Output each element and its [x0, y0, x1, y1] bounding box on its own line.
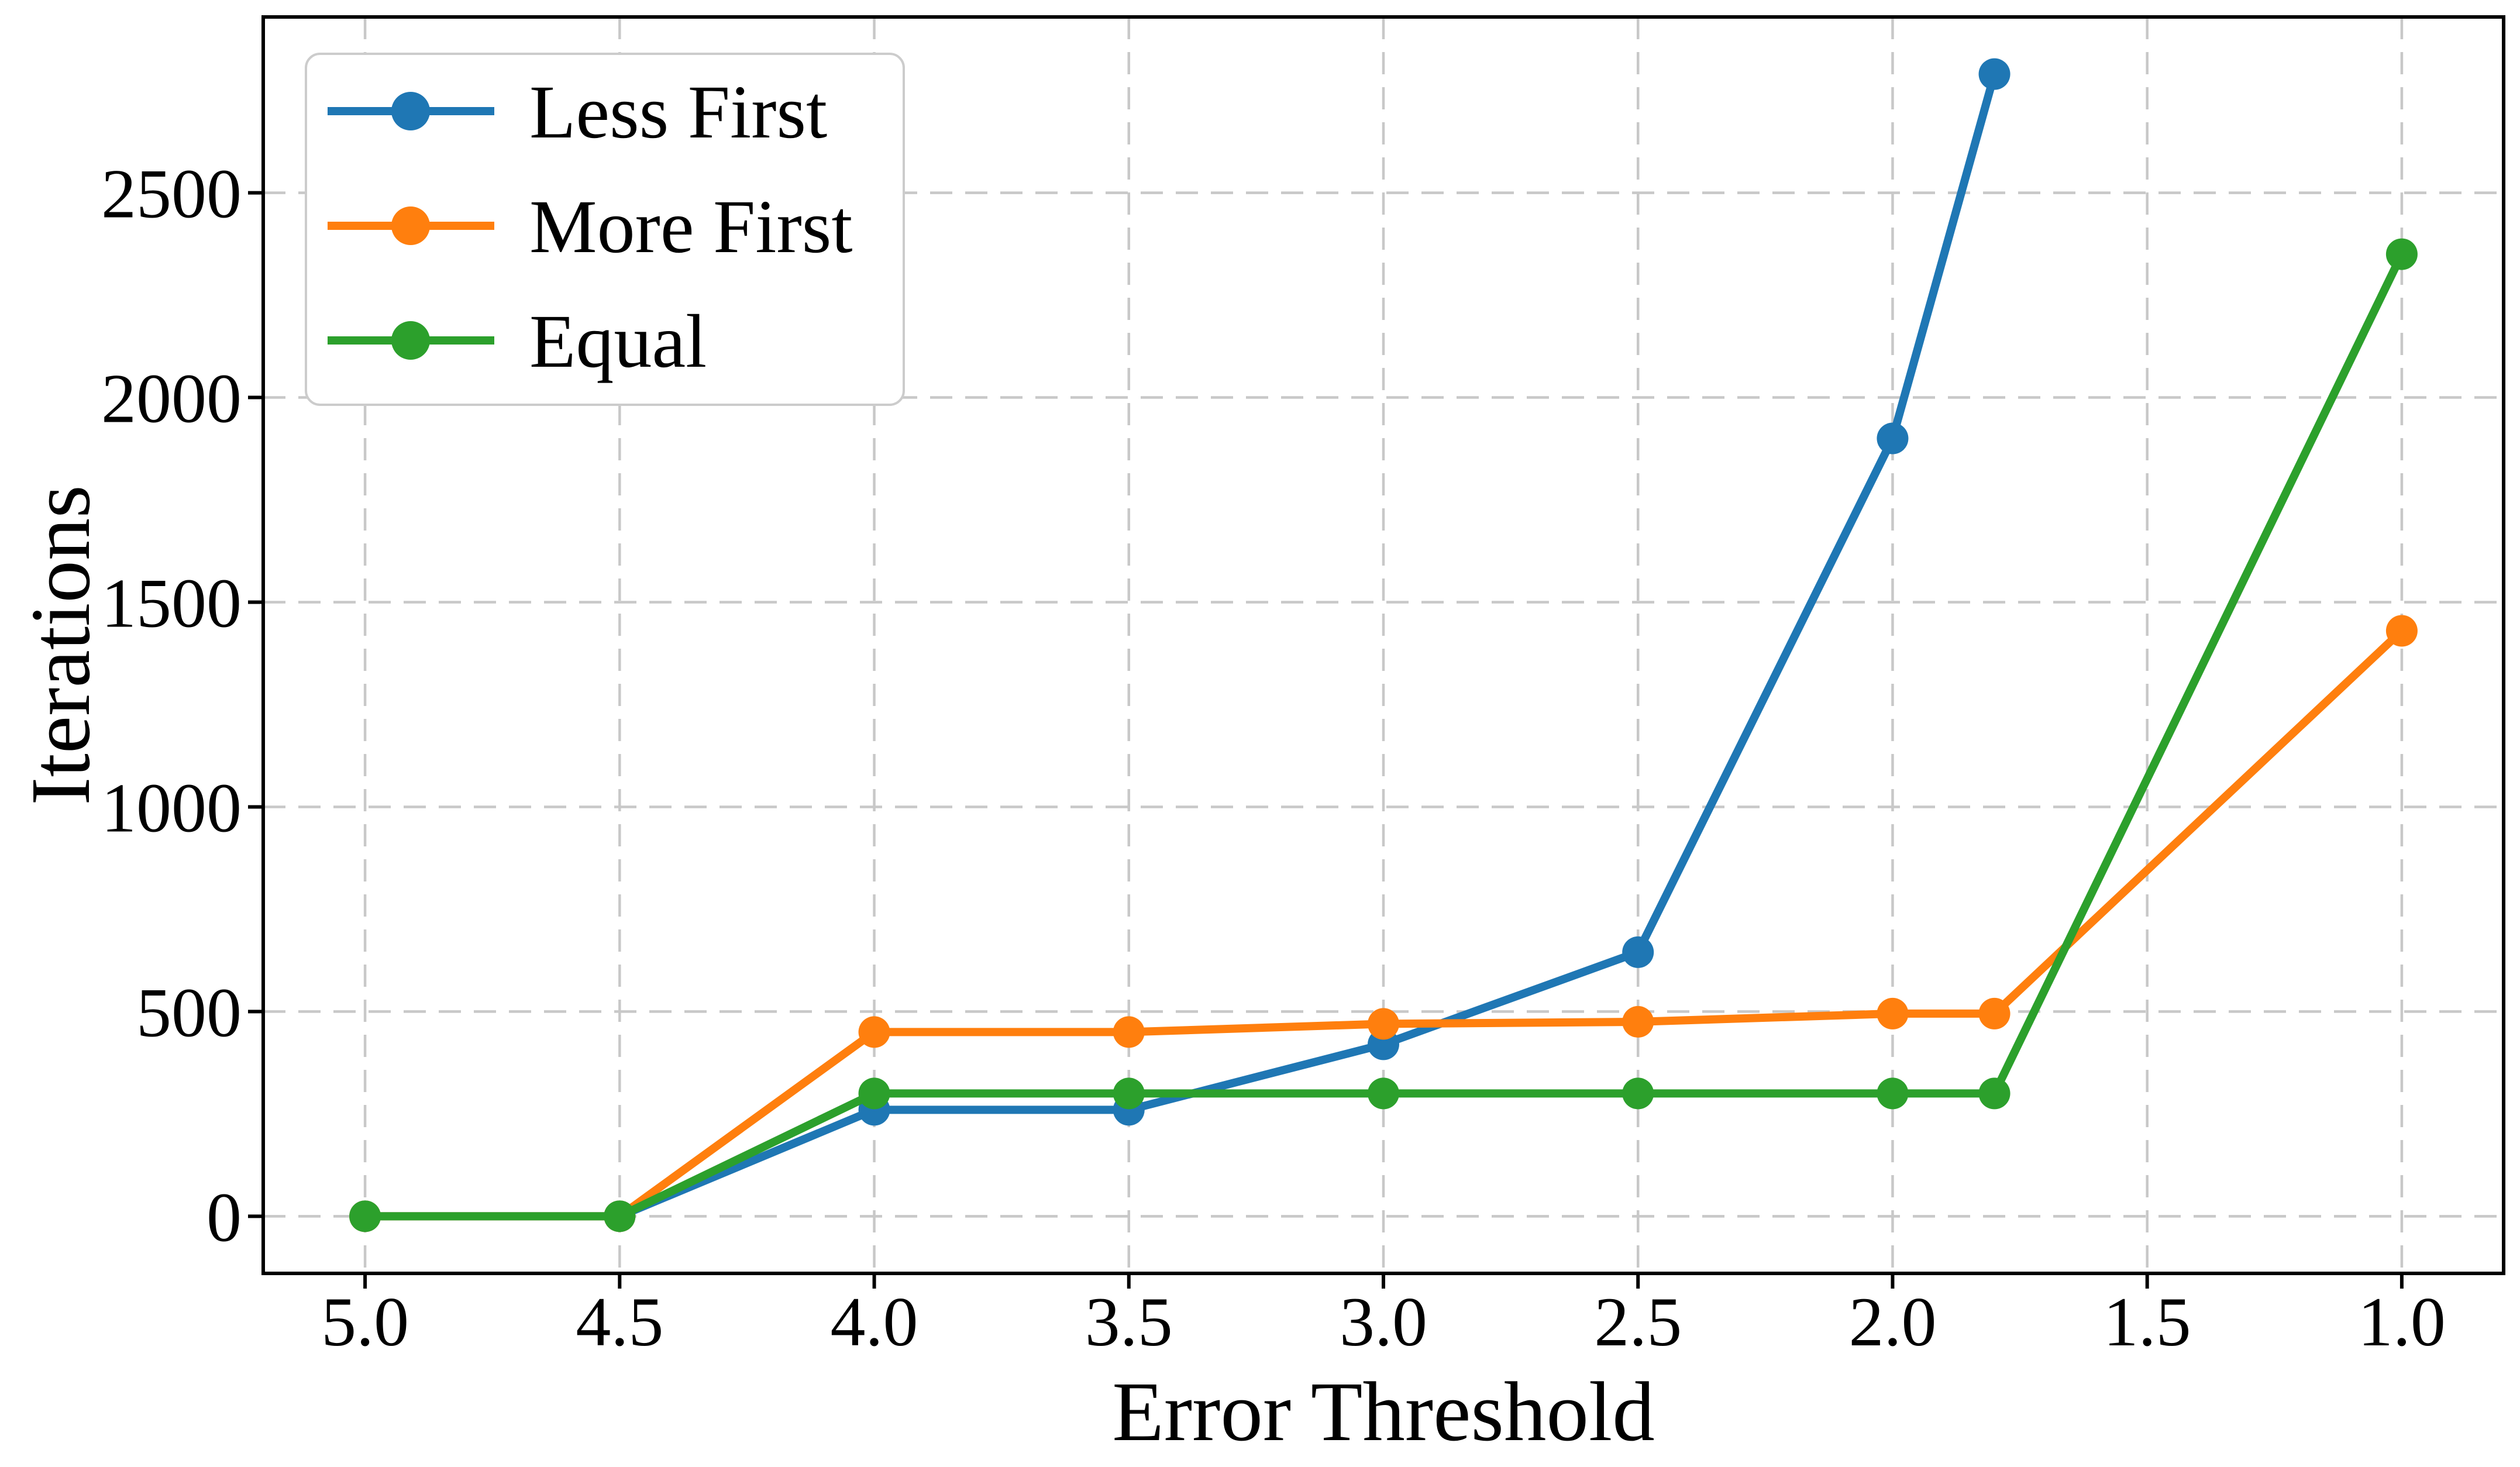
- series-line: [361, 626, 2406, 1221]
- legend-marker: [391, 92, 430, 130]
- y-tick-label: 2500: [101, 155, 242, 233]
- y-tick-label: 1000: [101, 769, 242, 846]
- data-point-marker: [858, 1077, 890, 1110]
- x-tick-label: 2.0: [1848, 1283, 1936, 1361]
- axis-ticks: [248, 191, 2404, 1289]
- data-point-marker: [858, 1016, 890, 1048]
- y-tick-label: 0: [206, 1178, 242, 1256]
- data-point-marker: [1113, 1077, 1145, 1110]
- legend-label: Equal: [529, 299, 707, 384]
- data-point-marker: [2385, 238, 2418, 270]
- data-point-marker: [349, 1200, 381, 1232]
- data-point-marker: [1368, 1077, 1399, 1110]
- legend-label: Less First: [529, 70, 827, 154]
- data-point-marker: [1368, 1008, 1399, 1040]
- y-axis-label: Iterations: [14, 485, 108, 805]
- y-tick-label: 2000: [101, 360, 242, 438]
- x-tick-label: 4.5: [576, 1283, 663, 1361]
- y-tick-label: 1500: [101, 564, 242, 642]
- legend-item-equal: Equal: [328, 299, 707, 384]
- legend-marker: [391, 206, 430, 245]
- series-more-first: [349, 615, 2418, 1232]
- data-point-marker: [604, 1200, 636, 1232]
- legend-marker: [391, 321, 430, 360]
- data-point-marker: [1877, 1077, 1909, 1110]
- data-point-marker: [1877, 997, 1909, 1029]
- legend-item-more-first: More First: [328, 185, 853, 269]
- data-point-marker: [1978, 1077, 2011, 1110]
- x-tick-label: 3.0: [1340, 1283, 1427, 1361]
- data-series: [349, 58, 2418, 1232]
- data-point-marker: [1978, 997, 2011, 1029]
- x-tick-label: 3.5: [1085, 1283, 1173, 1361]
- data-point-marker: [1113, 1016, 1145, 1048]
- x-tick-label: 1.0: [2358, 1283, 2446, 1361]
- data-point-marker: [1978, 58, 2011, 90]
- legend-box: [305, 53, 905, 406]
- series-equal: [349, 238, 2418, 1232]
- x-axis-label: Error Threshold: [1112, 1365, 1655, 1459]
- data-point-marker: [2385, 615, 2418, 647]
- x-tick-labels: 5.0 4.5 4.0 3.5 3.0 2.5 2.0 1.5 1.0: [321, 1283, 2446, 1361]
- y-tick-labels: 0 500 1000 1500 2000 2500: [101, 155, 242, 1256]
- y-tick-label: 500: [136, 973, 242, 1051]
- data-point-marker: [1622, 1005, 1654, 1038]
- x-tick-label: 2.5: [1594, 1283, 1682, 1361]
- legend: Less First More First Equal: [305, 53, 905, 406]
- legend-label: More First: [529, 185, 853, 269]
- legend-item-less-first: Less First: [328, 70, 827, 154]
- data-point-marker: [1622, 1077, 1654, 1110]
- x-tick-label: 5.0: [321, 1283, 409, 1361]
- x-tick-label: 1.5: [2104, 1283, 2191, 1361]
- data-point-marker: [1877, 422, 1909, 454]
- x-tick-label: 4.0: [831, 1283, 918, 1361]
- data-point-marker: [1622, 936, 1654, 968]
